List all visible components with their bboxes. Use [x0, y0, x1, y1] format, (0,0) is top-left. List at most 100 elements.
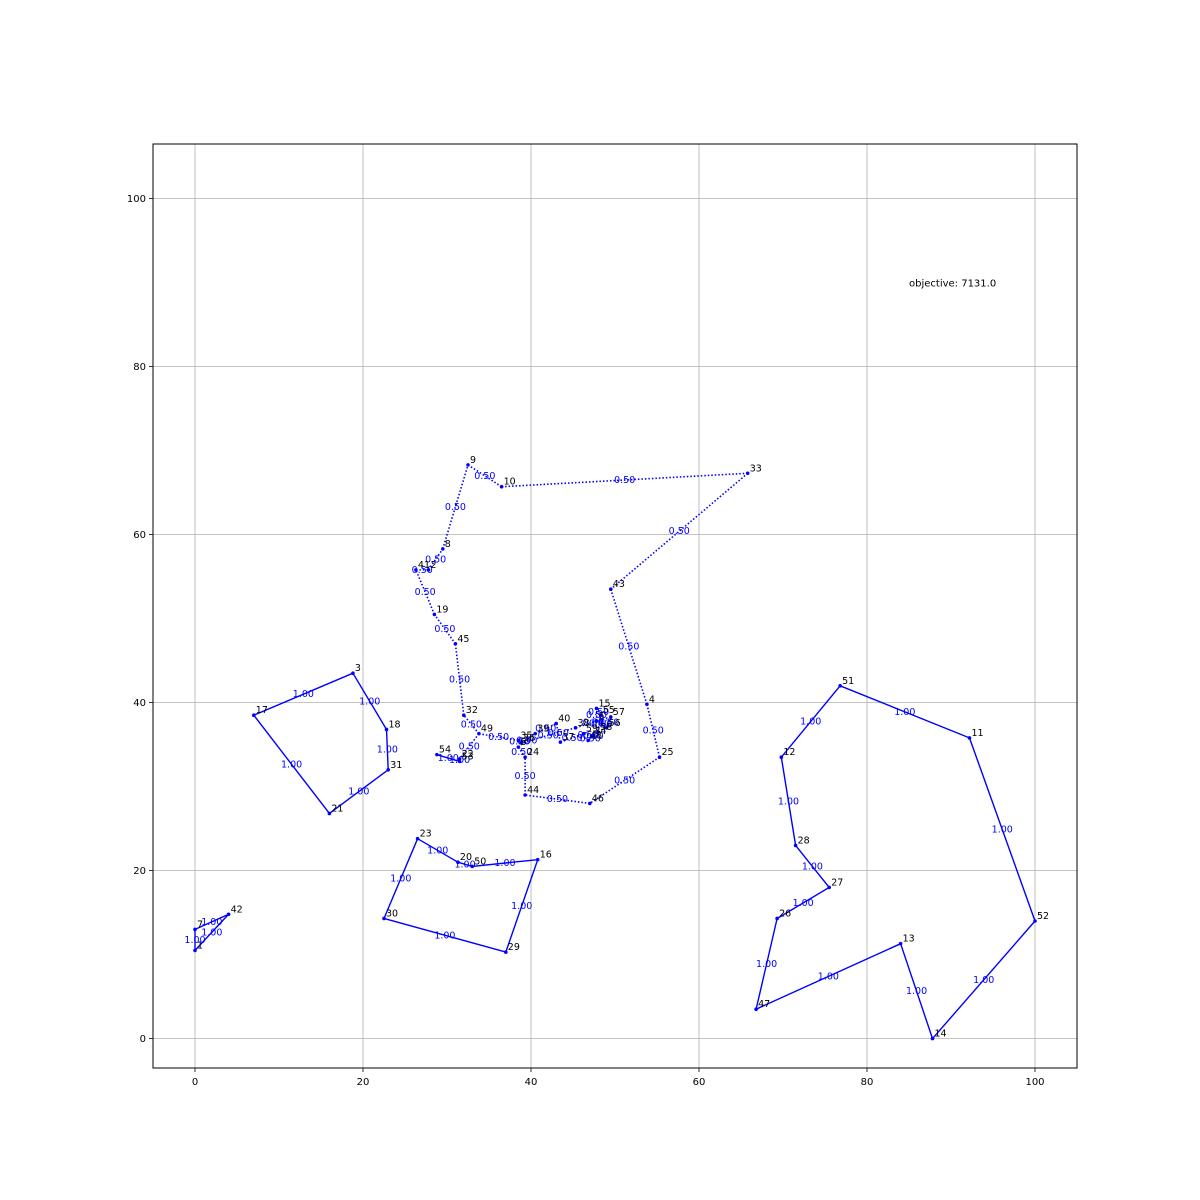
node-label: 49 — [481, 724, 493, 735]
node-point — [838, 684, 842, 688]
node-point — [504, 950, 508, 954]
node-label: 27 — [831, 877, 843, 888]
node-point — [1033, 919, 1037, 923]
edges — [194, 464, 1036, 1040]
node-label: 30 — [386, 908, 398, 919]
tour-edge — [454, 643, 465, 716]
tour-edge — [931, 920, 1036, 1040]
edge-value-label: 1.00 — [756, 959, 777, 970]
edge-value-label: 0.50 — [445, 502, 466, 513]
edge-value-label: 1.00 — [281, 759, 302, 770]
node-label: 14 — [935, 1029, 947, 1040]
edge-value-label: 0.50 — [589, 719, 610, 730]
node-point — [898, 941, 903, 946]
node-label: 12 — [783, 747, 795, 758]
tour-edge — [383, 838, 419, 919]
edge-value-label: 0.50 — [548, 728, 569, 739]
node-point — [588, 801, 592, 806]
node-label: 6 — [520, 737, 526, 748]
node-label: 54 — [439, 745, 451, 756]
node-label: 8 — [445, 539, 451, 550]
node-point — [793, 843, 798, 848]
node-point — [466, 463, 470, 467]
node-point — [594, 706, 599, 711]
y-tick-label: 60 — [133, 530, 146, 541]
node-label: 33 — [750, 463, 762, 474]
node-point — [533, 731, 537, 736]
node-point — [596, 730, 600, 734]
edge-value-label: 1.00 — [511, 901, 532, 912]
node-point — [523, 755, 527, 759]
edge-value-label: 1.00 — [377, 745, 398, 756]
edge-value-label: 0.50 — [511, 747, 532, 758]
node-point — [470, 864, 475, 869]
edge-value-label: 0.50 — [474, 471, 495, 482]
node-point — [516, 745, 521, 749]
node-label: 18 — [389, 719, 401, 730]
node-point — [558, 740, 563, 744]
tour-edge — [415, 569, 436, 615]
edge-value-label: 1.00 — [802, 861, 823, 872]
edge-value-label: 0.50 — [459, 741, 480, 752]
edge-value-label: 1.00 — [390, 874, 411, 885]
node-label: 55 — [603, 705, 615, 716]
tour-edge — [520, 727, 576, 744]
edge-value-label: 0.50 — [449, 675, 470, 686]
node-label: 48 — [590, 730, 602, 741]
edge-value-label: 0.50 — [547, 794, 568, 805]
edge-value-label: 0.50 — [535, 724, 556, 735]
y-tick-label: 0 — [140, 1034, 146, 1045]
tour-edge — [253, 714, 330, 814]
edge-labels: 1.00 1.00 1.00 1.00 1.00 1.00 1.00 1.00 1.00 1.00… — [184, 471, 1012, 997]
y-tick-label: 100 — [127, 194, 146, 205]
node-point — [435, 752, 439, 757]
edge-value-label: 0.50 — [586, 710, 607, 721]
tour-edge — [610, 588, 648, 705]
node-point — [453, 642, 458, 646]
node-point — [193, 927, 197, 932]
node-point — [535, 857, 540, 862]
edge-value-label: 0.50 — [516, 735, 537, 746]
node-point — [432, 612, 437, 617]
node-point — [754, 1007, 758, 1011]
edge-value-label: 0.50 — [591, 719, 612, 730]
node-label: 23 — [420, 829, 432, 840]
node-point — [226, 912, 231, 917]
node-point — [604, 726, 609, 730]
node-point — [457, 757, 462, 761]
tour-edge — [328, 769, 389, 815]
node-label: 41 — [418, 560, 430, 571]
edge-value-label: 1.00 — [454, 859, 475, 870]
x-tick-label: 20 — [357, 1077, 370, 1088]
node-label: 51 — [842, 676, 854, 687]
node-label: 42 — [231, 904, 243, 915]
edge-value-label: 0.50 — [434, 624, 455, 635]
node-point — [499, 484, 504, 489]
node-label: 4 — [649, 694, 655, 705]
tour-edge — [587, 731, 599, 742]
node-point — [382, 916, 386, 921]
node-label: 31 — [390, 760, 402, 771]
node-label: 39 — [537, 724, 549, 735]
objective-annotation: objective: 7131.0 — [909, 279, 996, 290]
node-label: 25 — [662, 747, 674, 758]
edge-value-label: 1.00 — [293, 689, 314, 700]
node-point — [554, 721, 558, 726]
edge-value-label: 0.50 — [614, 775, 635, 786]
node-point — [657, 755, 662, 759]
node-label: 32 — [466, 705, 478, 716]
edge-value-label: 0.50 — [515, 771, 536, 782]
node-point — [598, 713, 603, 717]
edge-value-label: 0.50 — [562, 733, 583, 744]
tour-edge — [253, 672, 354, 716]
edge-value-label: 0.50 — [583, 717, 604, 728]
node-label: 58 — [600, 722, 612, 733]
edge-value-label: 1.00 — [359, 696, 380, 707]
node-label: 13 — [903, 934, 915, 945]
edge-value-label: 1.00 — [778, 796, 799, 807]
node-point — [441, 547, 445, 551]
node-point — [327, 811, 332, 816]
edge-value-label: 0.50 — [618, 642, 639, 653]
